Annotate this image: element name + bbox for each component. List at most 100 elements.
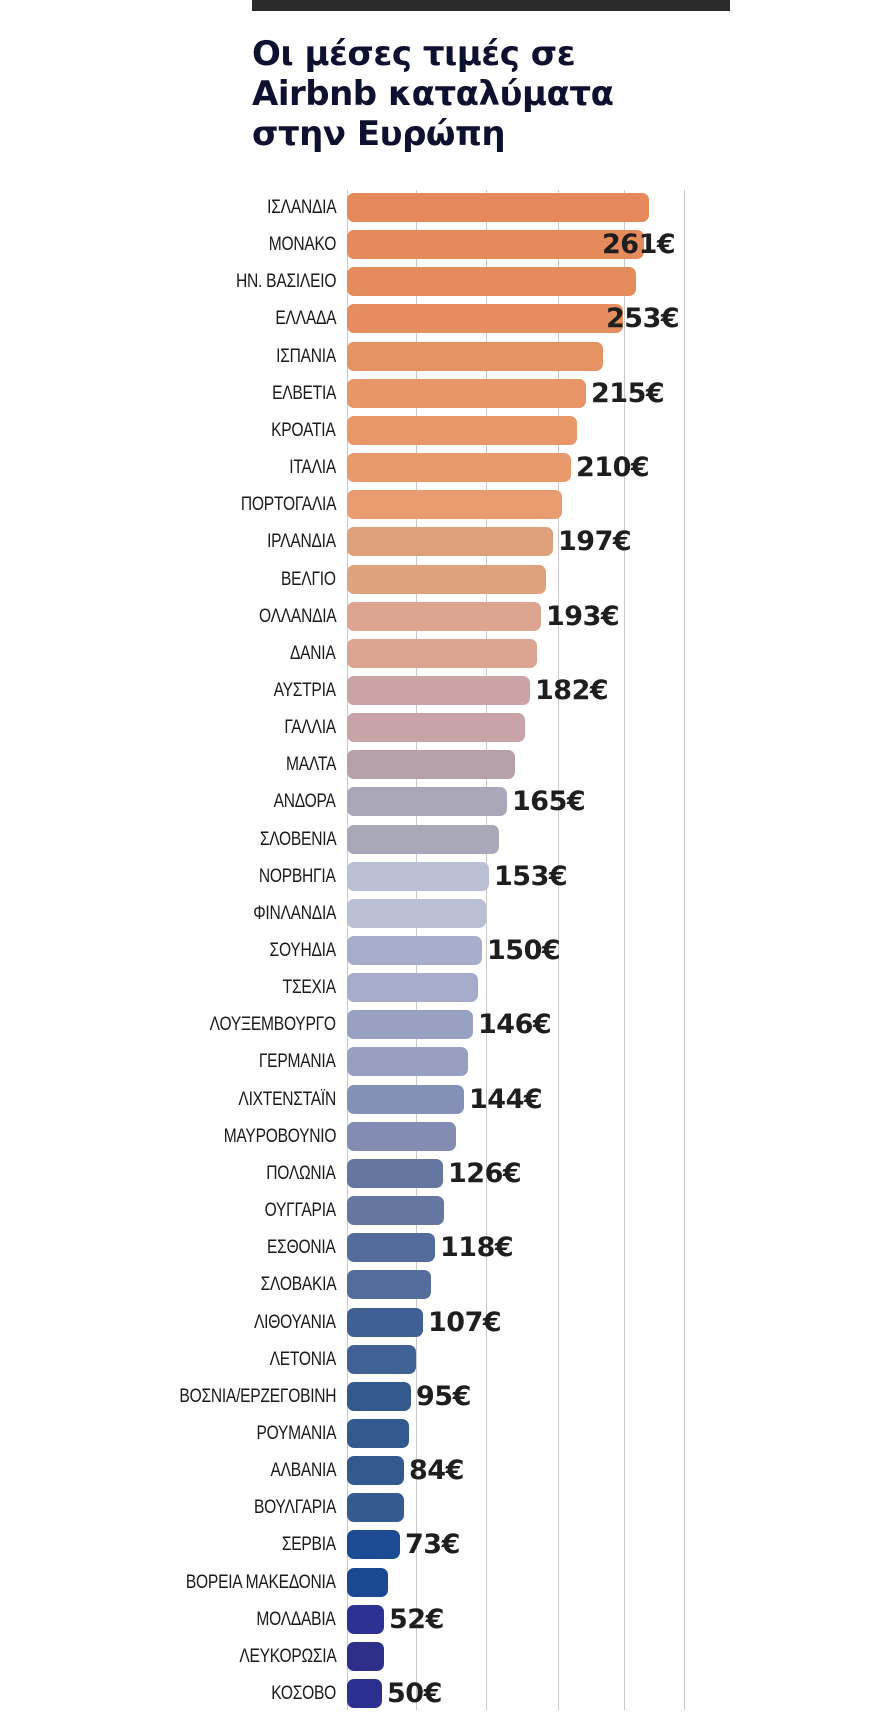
- category-label: ΝΟΡΒΗΓΙΑ: [259, 865, 336, 887]
- bar: [347, 936, 482, 965]
- bar-row: ΝΟΡΒΗΓΙΑ 153€: [0, 858, 880, 895]
- category-label: ΒΕΛΓΙΟ: [281, 568, 336, 590]
- bar: [347, 1047, 468, 1077]
- bar: [347, 1307, 423, 1337]
- title-line-1: Οι μέσες τιμές σε: [252, 34, 576, 74]
- bar-row: ΡΟΥΜΑΝΙΑ: [0, 1415, 880, 1452]
- bar: [347, 230, 644, 260]
- bar-row: ΣΟΥΗΔΙΑ 150€: [0, 932, 880, 969]
- value-label: 150€: [487, 935, 561, 966]
- category-label: ΛΕΥΚΟΡΩΣΙΑ: [238, 1645, 336, 1667]
- bar: [347, 1084, 464, 1114]
- category-label: ΣΟΥΗΔΙΑ: [269, 940, 337, 961]
- bar: [347, 713, 525, 743]
- bar-row: ΒΟΣΝΙΑ/ΕΡΖΕΓΟΒΙΝΗ 95€: [0, 1378, 880, 1415]
- bar: [347, 1456, 404, 1486]
- bar: [347, 787, 507, 817]
- bar-row: ΠΟΡΤΟΓΑΛΙΑ: [0, 486, 880, 523]
- category-label: ΣΛΟΒΕΝΙΑ: [259, 828, 336, 850]
- value-label: 261€: [602, 229, 676, 261]
- bar: [347, 341, 603, 371]
- value-label: 73€: [405, 1529, 460, 1561]
- value-label: 197€: [558, 526, 632, 558]
- bar: [347, 267, 636, 297]
- category-label: ΠΟΛΩΝΙΑ: [266, 1162, 337, 1184]
- bar-row: ΒΕΛΓΙΟ: [0, 561, 880, 598]
- value-label: 165€: [512, 786, 586, 818]
- category-label: ΤΣΕΧΙΑ: [282, 977, 336, 999]
- bar-row: ΜΟΛΔΑΒΙΑ 52€: [0, 1601, 880, 1638]
- value-label: 253€: [606, 303, 680, 335]
- value-label: 95€: [416, 1380, 471, 1412]
- bar: [347, 675, 530, 705]
- category-label: ΒΟΡΕΙΑ ΜΑΚΕΔΟΝΙΑ: [186, 1571, 336, 1593]
- chart-title: Οι μέσες τιμές σε Airbnb καταλύματα στην…: [252, 34, 712, 154]
- bar: [347, 973, 478, 1003]
- bar-row: ΛΟΥΞΕΜΒΟΥΡΓΟ 146€: [0, 1006, 880, 1043]
- bar: [347, 1418, 409, 1448]
- bar: [347, 1604, 384, 1634]
- category-label: ΙΣΠΑΝΙΑ: [276, 345, 336, 367]
- gridline: [558, 190, 559, 1710]
- bar-row: ΓΕΡΜΑΝΙΑ: [0, 1043, 880, 1080]
- value-label: 50€: [387, 1678, 442, 1709]
- category-label: ΠΟΡΤΟΓΑΛΙΑ: [240, 494, 337, 516]
- bar: [347, 453, 571, 483]
- bar: [347, 1567, 388, 1597]
- category-label: ΙΣΛΑΝΔΙΑ: [266, 197, 336, 218]
- bar-row: ΛΕΥΚΟΡΩΣΙΑ: [0, 1638, 880, 1675]
- category-label: ΟΥΓΓΑΡΙΑ: [264, 1200, 337, 1222]
- category-label: ΚΡΟΑΤΙΑ: [271, 419, 337, 441]
- bar-row: ΤΣΕΧΙΑ: [0, 969, 880, 1006]
- category-label: ΜΟΛΔΑΒΙΑ: [256, 1608, 336, 1630]
- bar-row: ΙΤΑΛΙΑ 210€: [0, 449, 880, 486]
- bar: [347, 415, 577, 445]
- gridline: [486, 190, 487, 1710]
- bar: [347, 1493, 404, 1523]
- bar: [347, 638, 537, 668]
- value-label: 84€: [409, 1455, 464, 1487]
- bar: [347, 1158, 443, 1188]
- category-label: ΦΙΝΛΑΝΔΙΑ: [253, 902, 336, 924]
- value-label: 210€: [576, 452, 650, 484]
- value-label: 182€: [535, 674, 609, 706]
- bar-row: ΑΛΒΑΝΙΑ 84€: [0, 1452, 880, 1489]
- category-label: ΒΟΣΝΙΑ/ΕΡΖΕΓΟΒΙΝΗ: [179, 1385, 336, 1407]
- value-label: 215€: [591, 377, 665, 409]
- category-label: ΛΕΤΟΝΙΑ: [269, 1348, 337, 1370]
- category-label: ΜΑΥΡΟΒΟΥΝΙΟ: [223, 1125, 336, 1147]
- bar-row: ΑΝΔΟΡΑ 165€: [0, 783, 880, 820]
- bar-row: ΣΛΟΒΕΝΙΑ: [0, 821, 880, 858]
- bar-row: ΜΑΛΤΑ: [0, 746, 880, 783]
- bar: [347, 193, 649, 222]
- bar: [347, 527, 553, 557]
- bar-row: ΟΛΛΑΝΔΙΑ 193€: [0, 598, 880, 635]
- bar-row: ΚΡΟΑΤΙΑ: [0, 412, 880, 449]
- bar: [347, 750, 515, 780]
- value-label: 146€: [478, 1009, 552, 1041]
- gridline: [624, 190, 625, 1710]
- category-label: ΕΛΒΕΤΙΑ: [271, 382, 336, 404]
- bar-row: ΓΑΛΛΙΑ: [0, 709, 880, 746]
- bar-row: ΣΕΡΒΙΑ 73€: [0, 1526, 880, 1563]
- category-label: ΑΛΒΑΝΙΑ: [270, 1460, 336, 1482]
- bar-row: ΔΑΝΙΑ: [0, 635, 880, 672]
- top-rule: [252, 0, 730, 11]
- bar: [347, 1233, 435, 1263]
- category-label: ΒΟΥΛΓΑΡΙΑ: [253, 1497, 336, 1519]
- bar: [347, 1270, 431, 1300]
- bar-row: ΜΑΥΡΟΒΟΥΝΙΟ: [0, 1118, 880, 1155]
- category-label: ΛΟΥΞΕΜΒΟΥΡΓΟ: [209, 1014, 336, 1036]
- gridline: [684, 190, 685, 1710]
- category-label: ΓΑΛΛΙΑ: [284, 717, 336, 739]
- value-label: 52€: [389, 1603, 444, 1635]
- title-line-3: στην Ευρώπη: [252, 114, 506, 154]
- category-label: ΟΛΛΑΝΔΙΑ: [258, 605, 337, 627]
- category-label: ΙΤΑΛΙΑ: [289, 457, 336, 479]
- bar: [347, 601, 541, 631]
- bar: [347, 1344, 416, 1374]
- bar: [347, 1530, 400, 1560]
- category-label: ΔΑΝΙΑ: [290, 642, 336, 664]
- bar: [347, 378, 586, 408]
